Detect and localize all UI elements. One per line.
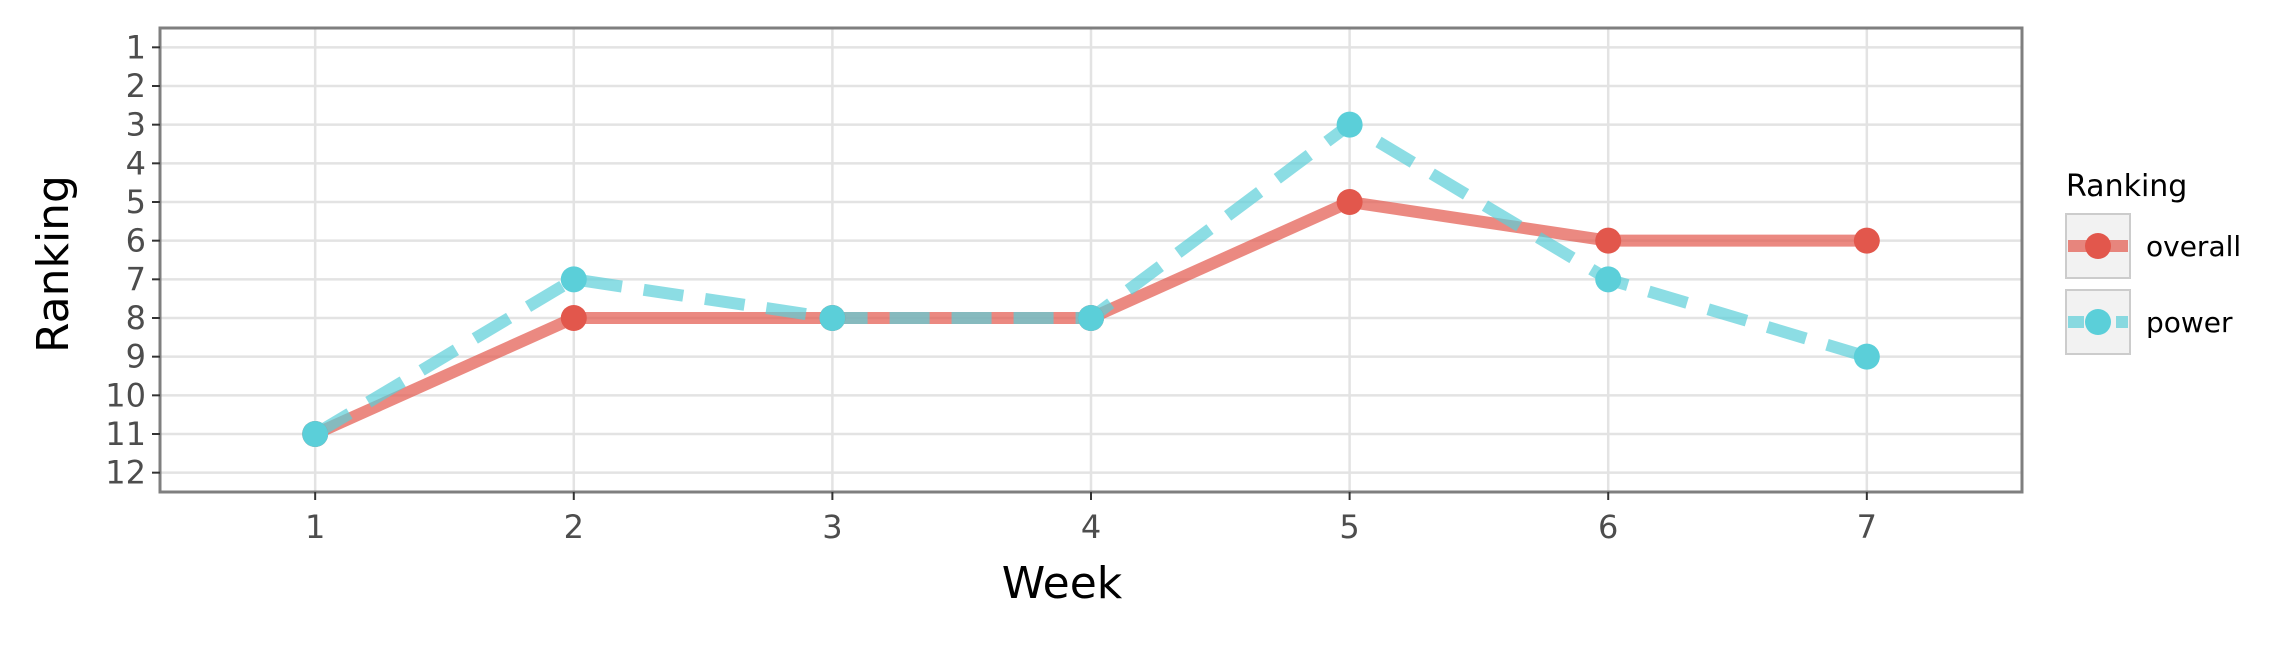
- y-tick-label: 7: [126, 260, 146, 298]
- x-tick-label: 1: [305, 508, 325, 546]
- data-point-power: [302, 421, 329, 447]
- x-tick-label: 2: [564, 508, 584, 546]
- data-point-overall: [1595, 227, 1622, 254]
- x-tick-label: 5: [1339, 508, 1359, 546]
- x-tick-label: 6: [1598, 508, 1618, 546]
- data-point-overall: [560, 305, 587, 331]
- legend: Ranking overall power: [2065, 169, 2241, 355]
- x-tick-label: 7: [1857, 508, 1877, 546]
- legend-label-overall: overall: [2146, 230, 2241, 263]
- y-tick-label: 12: [105, 454, 146, 492]
- legend-title: Ranking: [2066, 169, 2187, 204]
- y-axis-label: Ranking: [28, 175, 79, 353]
- x-axis: 1 2 3 4 5 6 7: [305, 492, 1877, 546]
- data-point-power: [560, 266, 587, 293]
- y-tick-label: 5: [126, 183, 146, 221]
- y-tick-label: 2: [126, 67, 146, 105]
- y-tick-label: 4: [126, 144, 146, 182]
- x-axis-label: Week: [1002, 558, 1123, 609]
- x-tick-label: 4: [1081, 508, 1101, 546]
- y-tick-label: 11: [105, 415, 146, 453]
- y-tick-label: 3: [126, 106, 146, 144]
- data-point-power: [1853, 343, 1880, 370]
- y-tick-label: 6: [126, 222, 146, 260]
- legend-key-point: [2085, 233, 2111, 259]
- data-point-power: [819, 305, 846, 331]
- x-tick-label: 3: [822, 508, 842, 546]
- y-tick-label: 10: [105, 376, 146, 414]
- data-point-overall: [1853, 227, 1880, 254]
- series-layer: [302, 111, 1880, 447]
- y-tick-label: 1: [126, 28, 146, 66]
- data-point-power: [1336, 111, 1363, 138]
- legend-key-point: [2085, 309, 2111, 335]
- y-tick-label: 8: [126, 299, 146, 337]
- data-point-power: [1078, 305, 1104, 331]
- y-tick-label: 9: [126, 338, 146, 376]
- data-point-overall: [1336, 189, 1363, 215]
- legend-label-power: power: [2146, 306, 2233, 339]
- data-point-power: [1595, 266, 1622, 293]
